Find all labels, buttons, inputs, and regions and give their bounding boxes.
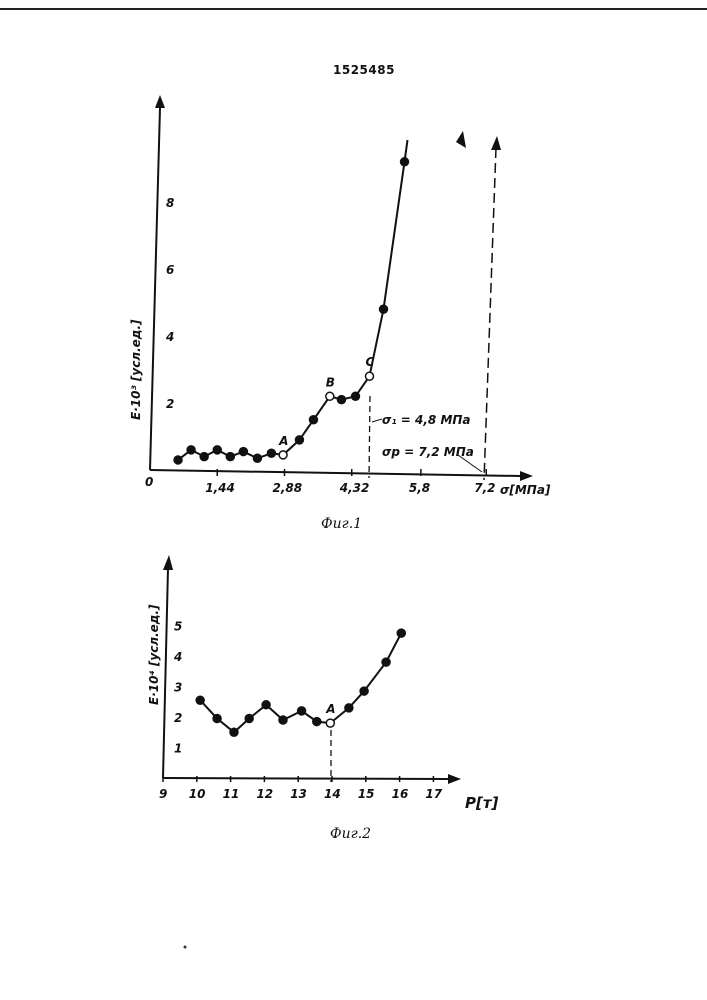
fig1-data-point (337, 396, 345, 404)
fig1-x-axis-arrow-icon (520, 471, 533, 481)
fig1-y-tick-label: 8 (166, 196, 174, 210)
fig2-x-axis (163, 778, 448, 779)
fig1-leader-sigma1 (372, 419, 382, 422)
fig1-y-tick-label: 2 (166, 397, 174, 411)
fig1-data-point (239, 448, 247, 456)
fig1-x-tick-label: 7,2 (474, 481, 495, 495)
fig2-x-tick-label: 12 (256, 787, 273, 801)
stray-dot (184, 946, 187, 949)
fig2-x-tick-label: 17 (425, 787, 442, 801)
fig1-data-point (295, 436, 303, 444)
fig1-x-tick-label: 4,32 (339, 481, 370, 495)
fig2-y-axis-arrow-icon (163, 555, 173, 570)
figure-1: 0 1,44 2,88 4,32 5,8 7,2 2 4 6 8 σ[МПа] E·10³ [… (129, 95, 551, 532)
fig1-y-tick-label: 6 (166, 263, 174, 277)
fig2-data-point (397, 629, 405, 637)
fig2-x-tick-label: 10 (189, 787, 206, 801)
fig2-data-point (382, 658, 390, 666)
fig2-x-tick-label: 15 (358, 787, 375, 801)
fig2-y-tick-label: 4 (173, 650, 182, 664)
fig1-dashed-sigmap (484, 148, 496, 480)
fig1-data-point (401, 158, 409, 166)
fig2-data-point (196, 696, 204, 704)
fig1-x-axis-label: σ[МПа] (500, 483, 551, 497)
fig1-point-label: C (365, 355, 374, 369)
fig1-annotation-sigma1: σ₁ = 4,8 МПа (382, 413, 471, 427)
fig1-data-point (253, 454, 261, 462)
fig1-series-line (178, 140, 408, 460)
fig1-data-point (267, 449, 275, 457)
fig1-x-tick-label: 5,8 (409, 481, 430, 495)
fig1-y-axis-label: E·10³ [усл.ед.] (129, 319, 143, 420)
figure-2: 91011121314151617 12345 P[т] E·10⁴ [усл.… (147, 555, 499, 842)
fig2-data-point (262, 701, 270, 709)
fig1-data-point (174, 456, 182, 464)
fig2-data-point (360, 687, 368, 695)
fig1-dashed-sigma1 (369, 396, 370, 478)
fig2-series-line (200, 633, 401, 732)
fig1-y-axis-arrow-icon (155, 95, 165, 108)
fig2-open-point (326, 719, 334, 727)
fig1-x-tick-label: 2,88 (272, 481, 302, 495)
fig1-point-label: A (278, 434, 288, 448)
fig2-y-tick-label: 2 (174, 711, 182, 725)
fig1-data-point (200, 453, 208, 461)
fig1-point-label: B (326, 375, 335, 389)
fig2-x-tick-label: 13 (290, 787, 307, 801)
fig1-caption: Фиг.1 (321, 516, 362, 532)
fig1-annotation-sigmap: σр = 7,2 МПа (382, 445, 474, 459)
fig2-x-tick-label: 16 (392, 787, 409, 801)
fig2-data-point (213, 715, 221, 723)
fig1-data-point (226, 453, 234, 461)
fig2-data-point (298, 707, 306, 715)
fig1-x-tick-label: 1,44 (205, 481, 235, 495)
fig2-y-tick-label: 1 (174, 742, 182, 756)
fig1-open-point (365, 372, 373, 380)
fig1-open-point (326, 392, 334, 400)
fig2-x-axis-arrow-icon (448, 774, 461, 784)
fig2-y-tick-label: 3 (174, 681, 182, 695)
fig1-data-point (380, 305, 388, 313)
fig1-y-axis (150, 108, 160, 470)
fig2-x-axis-label: P[т] (465, 794, 499, 812)
fig1-data-point (351, 392, 359, 400)
fig1-data-point (187, 446, 195, 454)
fig2-y-axis-label: E·10⁴ [усл.ед.] (147, 604, 161, 705)
fig2-data-point (245, 715, 253, 723)
fig2-data-point (313, 718, 321, 726)
fig1-x-axis (150, 470, 520, 476)
fig1-open-point (279, 451, 287, 459)
fig2-y-axis (163, 568, 168, 778)
fig2-x-tick-label: 11 (223, 787, 240, 801)
fig2-data-point (345, 704, 353, 712)
fig1-origin-label: 0 (145, 475, 153, 489)
fig1-series-arrow-icon (456, 131, 466, 148)
fig2-x-tick-label: 14 (324, 787, 341, 801)
fig2-caption: Фиг.2 (330, 826, 371, 842)
fig2-data-point (279, 716, 287, 724)
fig2-x-tick-label: 9 (159, 787, 167, 801)
fig2-data-point (230, 728, 238, 736)
fig1-data-point (309, 416, 317, 424)
fig1-y-tick-label: 4 (165, 330, 174, 344)
fig1-data-point (213, 446, 221, 454)
fig1-sigmap-arrow-icon (491, 136, 501, 150)
fig2-y-tick-label: 5 (174, 620, 182, 634)
fig2-point-label: A (325, 702, 335, 716)
